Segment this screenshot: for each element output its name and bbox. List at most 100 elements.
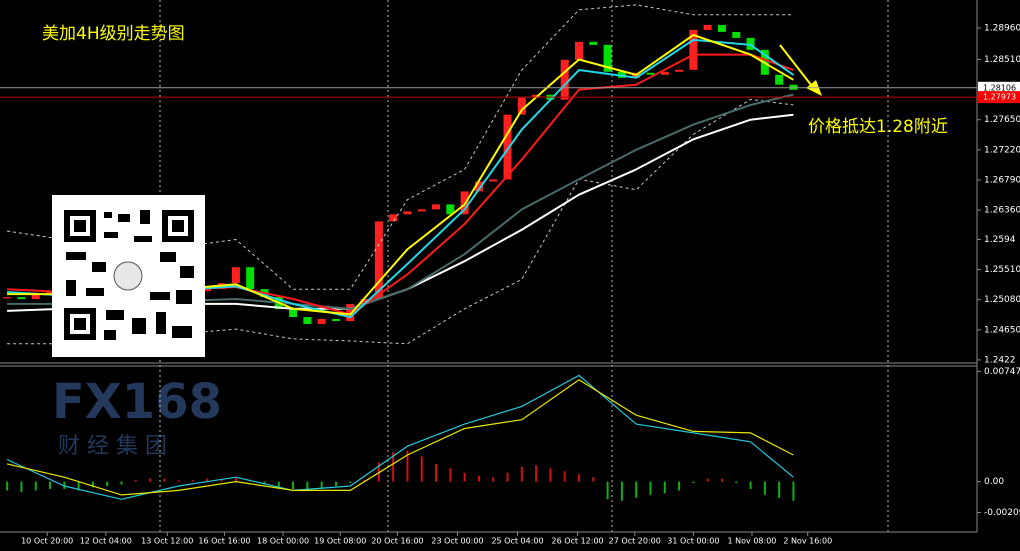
histogram-bar	[206, 478, 209, 482]
histogram-bar	[191, 480, 194, 482]
x-tick-label: 18 Oct 00:00	[257, 537, 309, 546]
x-tick-label: 2 Nov 16:00	[783, 537, 832, 546]
y-tick-label: 1.24650	[984, 325, 1020, 335]
y-tick-label: 1.2422	[984, 355, 1016, 365]
histogram-bar	[792, 481, 795, 501]
histogram-bar	[435, 463, 438, 482]
candle	[417, 209, 426, 212]
histogram-bar	[320, 481, 323, 489]
candle	[646, 72, 655, 75]
candle	[31, 294, 40, 300]
candle	[474, 181, 483, 192]
price-label: 1.27973	[983, 93, 1016, 102]
price-label: 1.28106	[983, 83, 1016, 92]
price-label-box	[978, 91, 1020, 104]
candle	[574, 41, 583, 60]
histogram-bar	[63, 481, 66, 489]
histogram-bar	[535, 465, 538, 482]
histogram-bar	[649, 481, 652, 495]
y-tick-label: 1.28960	[984, 24, 1020, 34]
candle	[231, 267, 240, 284]
histogram-bar	[334, 481, 337, 487]
x-tick-label: 16 Oct 16:00	[198, 537, 250, 546]
histogram-bar	[506, 472, 509, 482]
candle	[517, 97, 526, 115]
histogram-bar	[263, 481, 266, 485]
candle	[675, 69, 684, 72]
chart-title: 美加4H级别走势图	[42, 24, 185, 44]
qr-code	[52, 195, 205, 357]
candle	[303, 317, 312, 325]
histogram-bar	[477, 475, 480, 482]
x-tick-label: 1 Nov 08:00	[728, 537, 777, 546]
candle	[246, 267, 255, 290]
histogram-bar	[177, 480, 180, 482]
candle	[503, 114, 512, 180]
x-tick-label: 13 Oct 12:00	[141, 537, 193, 546]
watermark-logo: FX168	[52, 374, 222, 430]
histogram-bar	[6, 481, 9, 491]
candle	[775, 74, 784, 85]
qr-pattern	[64, 210, 194, 340]
y-tick-label: 1.25080	[984, 295, 1020, 305]
histogram-bar	[749, 481, 752, 489]
y-tick-label: 1.28510	[984, 55, 1020, 65]
x-tick-label: 23 Oct 00:00	[431, 537, 483, 546]
histogram-bar	[363, 480, 366, 482]
x-tick-label: 19 Oct 08:00	[314, 537, 366, 546]
y-tick-label: 1.27220	[984, 145, 1020, 155]
candle	[717, 24, 726, 32]
histogram-bar	[392, 452, 395, 482]
histogram-bar	[120, 481, 123, 485]
histogram-bar	[106, 481, 109, 487]
candle	[317, 319, 326, 325]
histogram-bar	[763, 481, 766, 495]
histogram-bar	[91, 481, 94, 488]
candle	[689, 29, 698, 70]
x-tick-label: 12 Oct 04:00	[80, 537, 132, 546]
histogram-bar	[663, 481, 666, 494]
candle	[660, 71, 669, 75]
candle	[560, 59, 569, 100]
candle	[432, 204, 441, 210]
x-tick-label: 20 Oct 16:00	[371, 537, 423, 546]
y-tick-label: 0.00	[984, 477, 1004, 487]
candle	[732, 31, 741, 38]
candle	[17, 297, 26, 300]
histogram-bar	[720, 478, 723, 482]
histogram-bar	[635, 481, 638, 498]
histogram-bar	[234, 477, 237, 482]
histogram-bar	[692, 481, 695, 484]
candle	[360, 299, 369, 305]
indicator-line	[6, 379, 794, 496]
candle	[589, 41, 598, 45]
histogram-bar	[220, 478, 223, 482]
histogram-bar	[492, 477, 495, 482]
watermark: FX168 财 经 集 团	[52, 374, 222, 459]
x-tick-label: 26 Oct 12:00	[551, 537, 603, 546]
x-tick-label: 31 Oct 00:00	[667, 537, 719, 546]
y-tick-label: 1.2594	[984, 235, 1016, 245]
candle	[3, 297, 12, 299]
candle	[389, 214, 398, 222]
histogram-bar	[778, 481, 781, 498]
candle	[331, 319, 340, 322]
candle	[46, 291, 55, 295]
y-tick-label: 1.27650	[984, 115, 1020, 125]
annotation: 价格抵达1.28附近	[808, 117, 948, 137]
histogram-bar	[349, 481, 352, 484]
price-label-box	[978, 81, 1020, 94]
histogram-bar	[20, 481, 23, 492]
y-tick-label: 0.007471	[984, 367, 1020, 377]
watermark-sub: 财 经 集 团	[58, 434, 167, 459]
qr-logo	[113, 261, 143, 291]
histogram-bar	[306, 481, 309, 491]
histogram-bar	[449, 468, 452, 482]
histogram-bar	[463, 472, 466, 482]
histogram-bar	[620, 481, 623, 501]
candle	[703, 24, 712, 30]
histogram-bar	[520, 466, 523, 482]
histogram-bar	[49, 481, 52, 489]
